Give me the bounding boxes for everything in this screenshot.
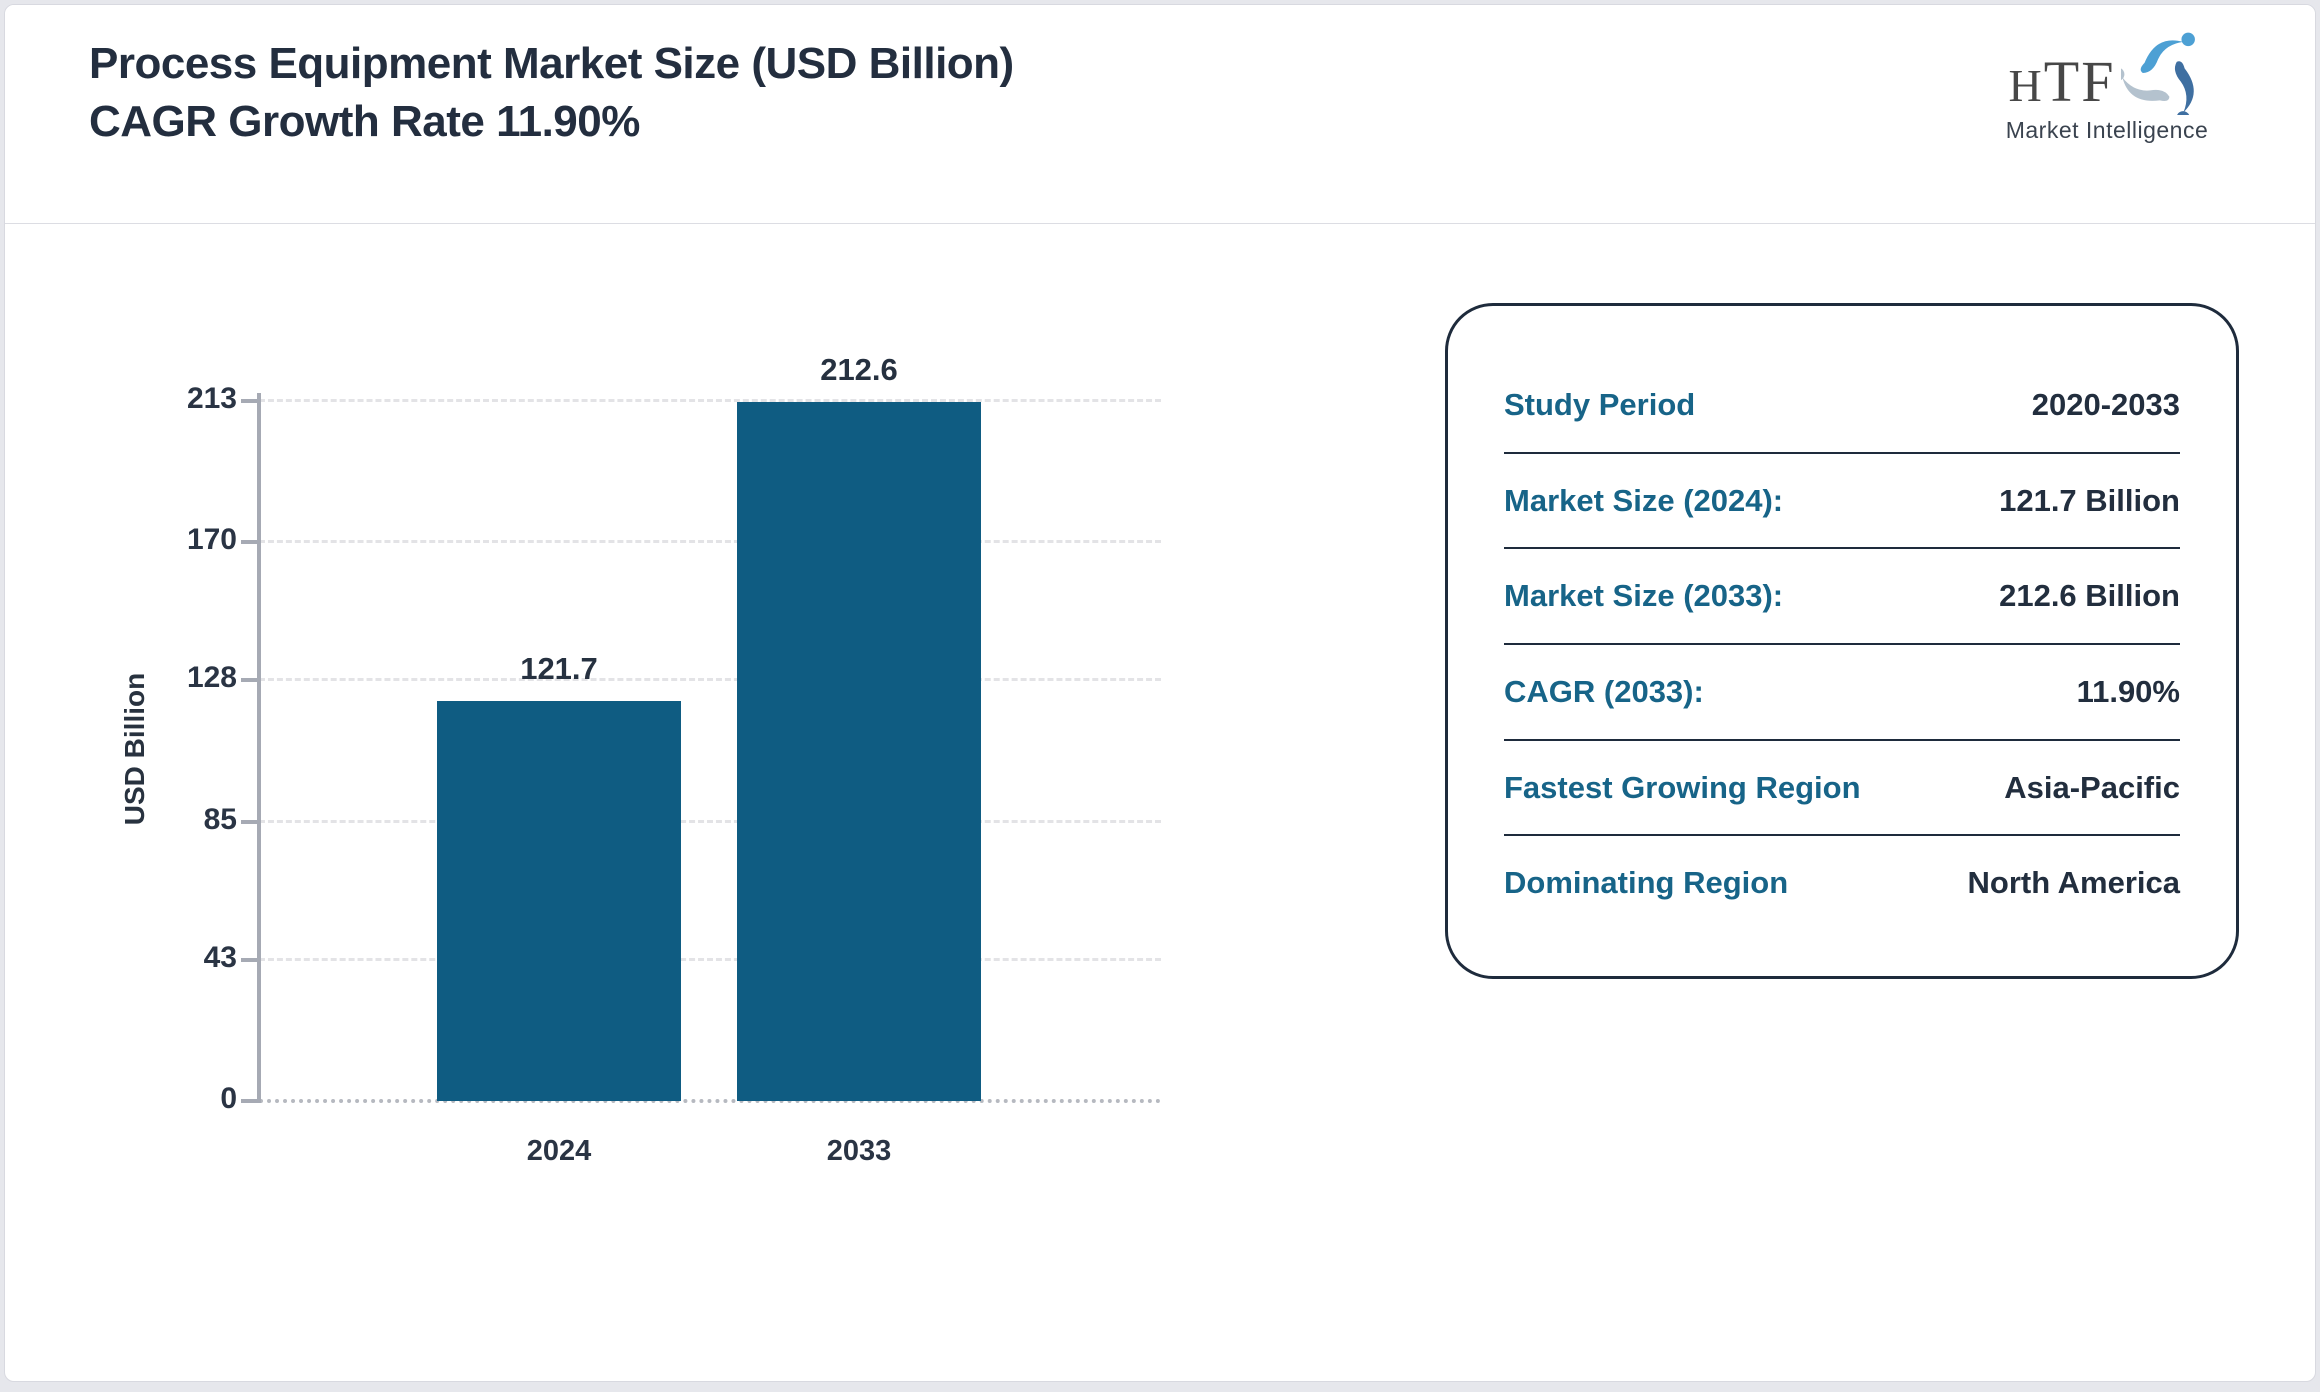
summary-row-value: Asia-Pacific — [2004, 769, 2180, 805]
y-axis-label: USD Billion — [119, 672, 150, 826]
summary-row-value: 121.7 Billion — [1999, 482, 2180, 518]
report-card: Process Equipment Market Size (USD Billi… — [4, 4, 2316, 1382]
summary-row-label: Fastest Growing Region — [1504, 769, 1861, 805]
summary-row-label: Dominating Region — [1504, 865, 1789, 901]
y-axis-tick — [241, 1099, 259, 1103]
summary-row-label: CAGR (2033): — [1504, 673, 1704, 709]
bar-value-label: 121.7 — [520, 651, 598, 687]
summary-row-label: Market Size (2033): — [1504, 578, 1784, 614]
summary-row: Fastest Growing Region Asia-Pacific — [1504, 741, 2180, 837]
x-tick-label: 2024 — [526, 1135, 592, 1167]
y-gridline — [259, 678, 1161, 682]
y-axis-tick — [241, 540, 259, 545]
htf-logo-text: HTF — [2008, 49, 2116, 114]
summary-row: Dominating Region North America — [1504, 836, 2180, 930]
summary-row-value: North America — [1967, 865, 2180, 901]
page-title-line1: Process Equipment Market Size (USD Billi… — [89, 39, 1014, 88]
y-axis-line — [257, 393, 261, 1103]
bar-2033 — [737, 402, 981, 1101]
htf-logo-subtext: Market Intelligence — [2005, 117, 2209, 143]
summary-row-value: 11.90% — [2076, 673, 2180, 709]
summary-panel-rows: Study Period 2020-2033 Market Size (2024):… — [1504, 358, 2180, 930]
summary-panel: Study Period 2020-2033 Market Size (2024):… — [1445, 303, 2239, 979]
y-tick-label: 213 — [186, 382, 237, 415]
summary-row: Market Size (2024): 121.7 Billion — [1504, 454, 2180, 550]
y-gridline — [259, 540, 1161, 544]
y-axis-tick — [241, 957, 259, 962]
y-tick-label: 0 — [220, 1082, 237, 1115]
bar-2024 — [437, 701, 681, 1101]
htf-logo: HTF — [1957, 31, 2257, 144]
y-tick-label: 43 — [203, 940, 237, 974]
summary-row-label: Market Size (2024): — [1504, 482, 1784, 518]
y-gridline — [259, 819, 1161, 823]
summary-row-value: 212.6 Billion — [1999, 578, 2180, 614]
page-title-line2: CAGR Growth Rate 11.90% — [89, 97, 640, 146]
summary-row: Market Size (2033): 212.6 Billion — [1504, 549, 2180, 646]
summary-row-label: Study Period — [1504, 386, 1696, 422]
y-tick-label: 128 — [186, 661, 237, 695]
y-tick-label: 85 — [203, 802, 237, 836]
htf-swirl-people-icon — [2121, 32, 2196, 115]
bar-value-label: 212.6 — [820, 352, 898, 388]
y-gridline — [259, 399, 1161, 402]
summary-row: CAGR (2033): 11.90% — [1504, 645, 2180, 741]
y-gridline — [259, 957, 1161, 961]
y-axis-tick — [241, 819, 259, 824]
y-tick-label: 170 — [186, 523, 237, 557]
header: Process Equipment Market Size (USD Billi… — [5, 5, 2315, 224]
summary-row-value: 2020-2033 — [2031, 386, 2180, 422]
y-axis-tick — [241, 399, 259, 403]
y-gridline — [259, 1099, 1161, 1103]
x-tick-label: 2033 — [826, 1135, 892, 1167]
y-axis-tick — [241, 678, 259, 683]
page-title: Process Equipment Market Size (USD Billi… — [89, 35, 1014, 151]
summary-row: Study Period 2020-2033 — [1504, 358, 2180, 454]
